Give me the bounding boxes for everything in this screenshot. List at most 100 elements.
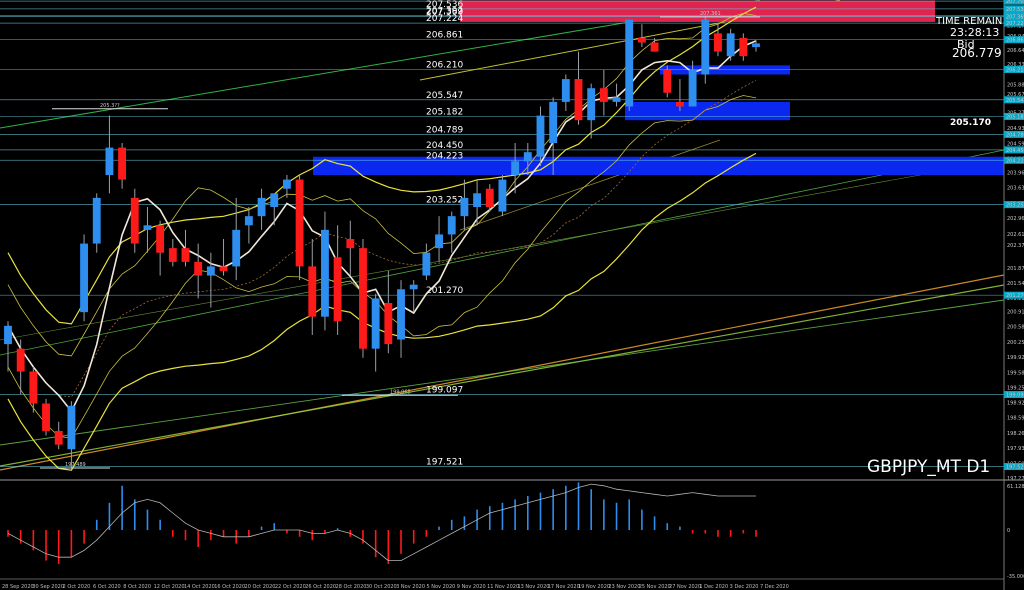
bear-candle [346,239,355,249]
level-price-box-label: 204.450 [1006,148,1024,154]
date-tick-label: 30 Sep 2020 [32,584,64,590]
price-tick-label: 197.930 [1007,446,1024,452]
level-price-box [1004,96,1024,104]
bull-candle [549,101,558,144]
level-price-box [1004,156,1024,164]
bull-candle [701,19,710,75]
level-label: 207.224 [426,14,463,24]
trend-line-7 [459,139,721,231]
level-label: 205.182 [426,107,463,117]
candlesticks [4,16,760,468]
price-tick-label: 202.610 [1007,232,1024,238]
price-tick-label: 201.870 [1007,266,1024,272]
level-price-box [1004,0,1024,5]
bear-candle [676,101,684,107]
bull-candle [473,193,482,208]
level-price-box [1004,291,1024,299]
date-tick-label: 27 Nov 2020 [669,584,701,590]
price-tick-label: 203.960 [1007,170,1024,176]
level-label: 204.223 [426,151,463,161]
level-price-box-label: 207.369 [1006,14,1024,20]
price-tick-label: 198.590 [1007,416,1024,422]
bid-value: 206.779 [952,46,1002,60]
bull-candle [143,225,152,230]
level-price-box-label: 197.521 [1006,465,1024,471]
price-tick-label: 204.590 [1007,141,1024,147]
supply-zone [460,0,935,22]
level-price-box [1004,130,1024,138]
level-price-box-label: 199.097 [1006,393,1024,399]
date-tick-label: 26 Oct 2020 [305,584,336,590]
level-label: 206.861 [426,31,463,41]
bull-candle [726,33,735,57]
level-price-box [1004,36,1024,44]
level-price-box [1004,112,1024,120]
price-axis: 207.730207.380207.170206.940206.640206.3… [1003,0,1024,590]
bear-candle [485,188,494,208]
bull-candle [257,197,266,217]
date-tick-label: 11 Nov 2020 [487,584,519,590]
level-label: 201.270 [426,286,463,296]
price-tick-label: 204.930 [1007,126,1024,132]
bear-candle [181,248,190,262]
bear-candle [156,225,165,253]
osc-tick-label: 0 [1007,528,1010,534]
osc-tick-label: 61.1286 [1007,484,1024,490]
date-tick-label: 30 Oct 2020 [366,584,397,590]
bear-candle [194,261,203,276]
bear-candle [637,37,646,43]
price-tick-label: 205.880 [1007,83,1024,89]
level-label: 207.369 [426,7,463,17]
price-tick-label: 202.960 [1007,216,1024,222]
level-label: 207.392 [426,6,463,16]
level-label: 207.705 [426,0,463,2]
level-price-box-label: 204.223 [1006,158,1024,164]
trend-lines [0,0,1005,471]
bear-candle [308,266,317,317]
level-price-box-label: 201.270 [1006,293,1024,299]
date-tick-label: 20 Oct 2020 [245,584,276,590]
date-tick-label: 2 Oct 2020 [63,584,91,590]
bear-candle [359,248,367,349]
bull-candle [244,216,253,226]
price-tick-label: 201.210 [1007,296,1024,302]
level-label: 199.097 [426,386,463,396]
supply-demand-zones [313,0,1004,176]
level-label: 203.252 [426,196,463,206]
bull-candle [752,43,760,48]
level-label: 197.521 [426,458,463,468]
bull-candle [4,325,12,345]
date-tick-label: 28 Oct 2020 [336,584,367,590]
price-tick-label: 199.920 [1007,355,1024,361]
right-level-label: 205.170 [950,118,991,128]
level-price-box [1004,5,1024,13]
timer-value: 23:28:13 [950,26,1000,39]
level-price-box [1004,12,1024,20]
date-tick-label: 23 Nov 2020 [608,584,640,590]
bull-candle [67,405,76,450]
bull-candle [498,179,507,212]
bear-candle [130,197,139,244]
level-price-box-label: 205.182 [1006,114,1024,120]
bull-candle [523,152,532,162]
bid-label: Bid [957,38,975,51]
bull-candle [321,229,329,317]
price-tick-label: 205.670 [1007,92,1024,98]
price-tick-label: 202.370 [1007,243,1024,249]
bull-candle [92,197,101,244]
bear-candle [295,179,304,267]
level-label: 206.210 [426,60,463,70]
bear-candle [219,266,228,271]
bull-candle [460,197,469,217]
price-tick-label: 200.250 [1007,340,1024,346]
bear-candle [54,430,63,445]
level-price-box-label: 207.705 [1006,0,1024,5]
date-tick-label: 3 Dec 2020 [730,584,759,590]
date-tick-label: 28 Sep 2020 [2,584,34,590]
bull-candle [625,19,634,107]
level-price-box-label: 207.224 [1006,21,1024,27]
date-tick-label: 9 Nov 2020 [457,584,486,590]
date-tick-label: 3 Nov 2020 [396,584,425,590]
price-tick-label: 200.910 [1007,310,1024,316]
